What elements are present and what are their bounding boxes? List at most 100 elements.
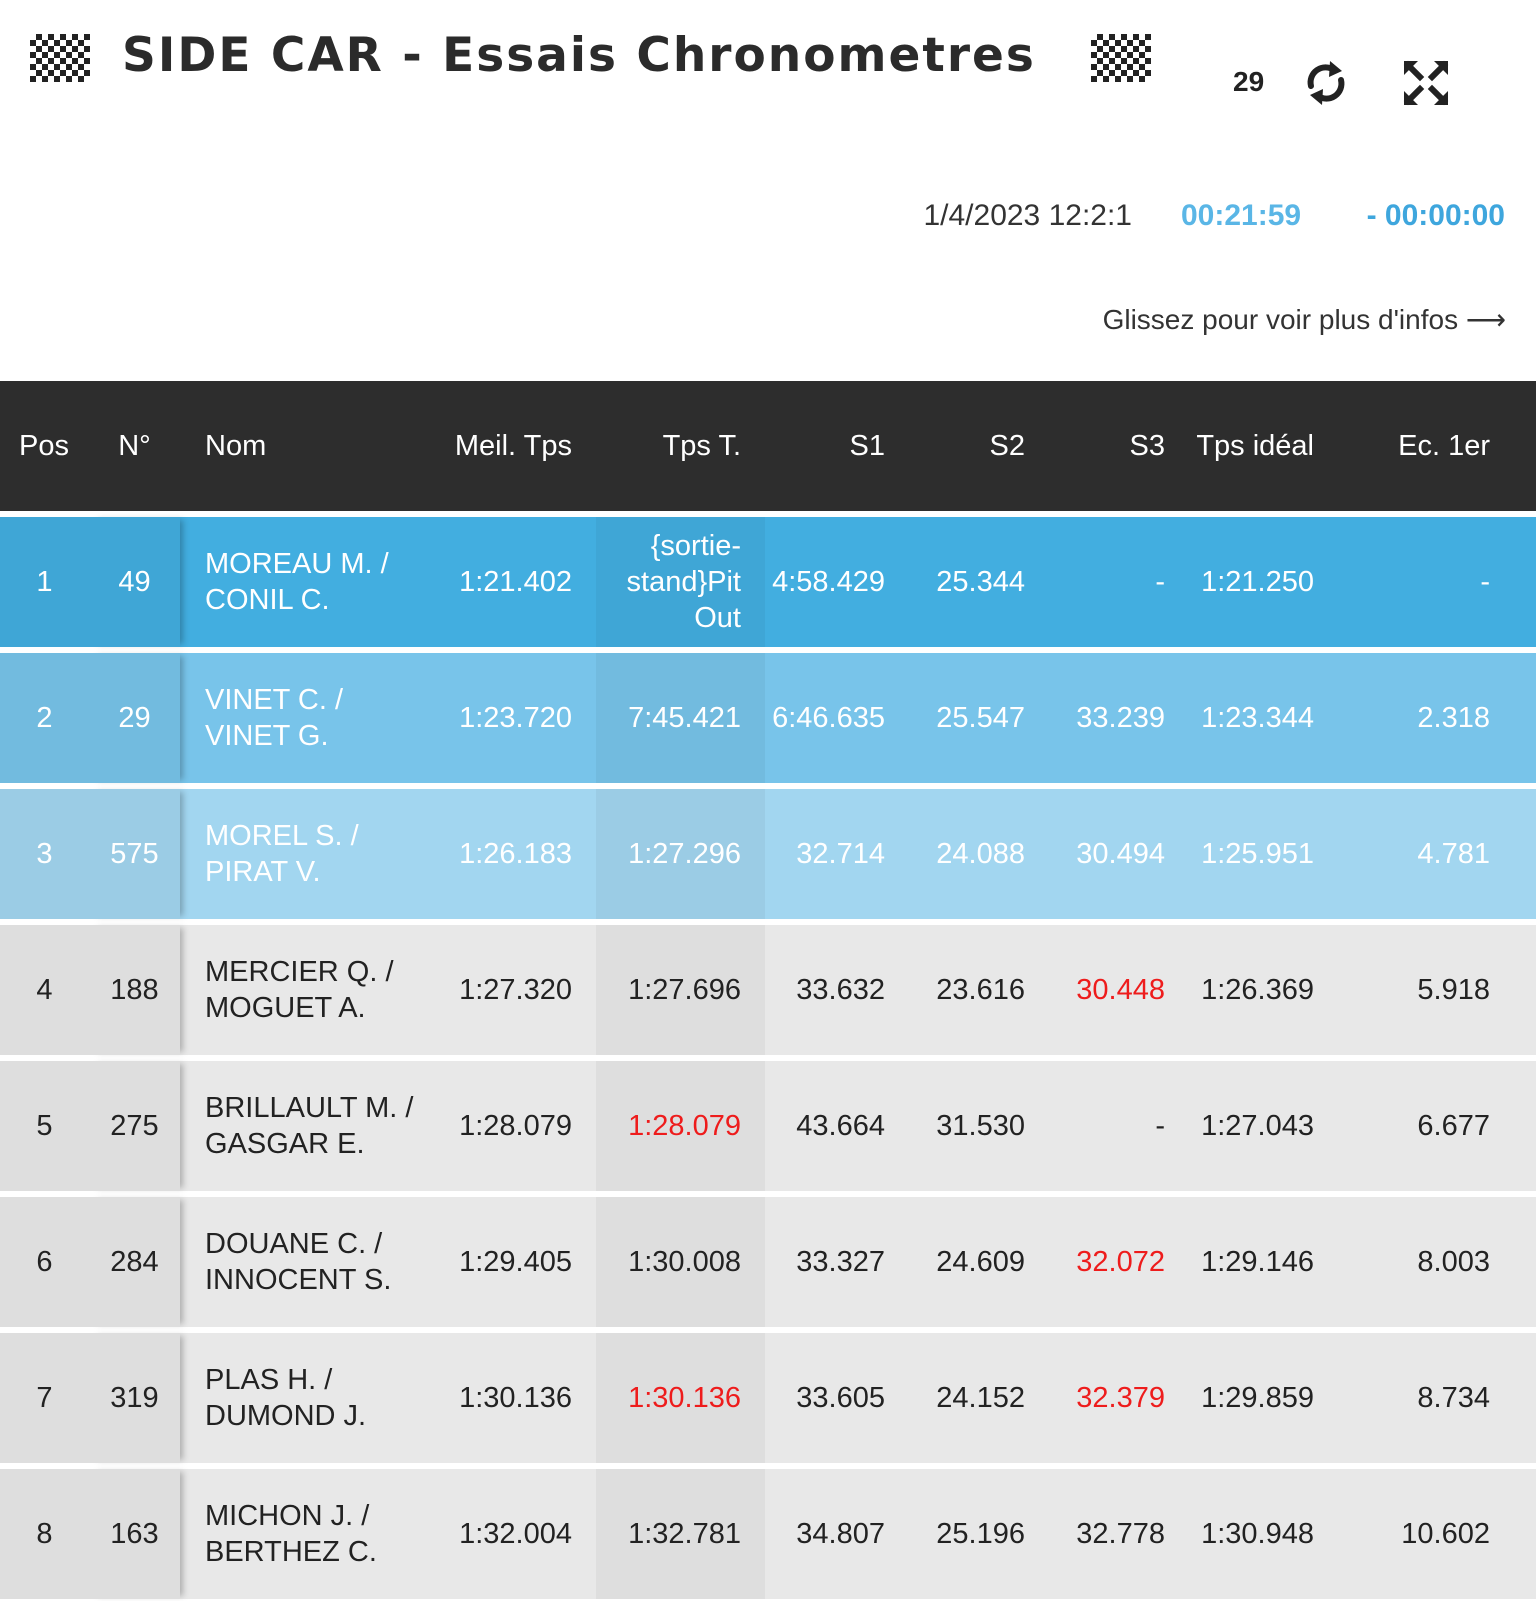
cell-tps: 1:28.079: [596, 1061, 765, 1191]
cell-s2-text: 25.344: [936, 566, 1025, 598]
cell-pos-text: 7: [36, 1382, 53, 1414]
cell-s3-text: -: [1155, 1110, 1165, 1142]
table-row[interactable]: 4 188 MERCIER Q. / MOGUET A. 1:27.320 1:27.6…: [0, 925, 1536, 1055]
cell-tps-text: 1:30.008: [628, 1246, 741, 1278]
cell-s3-text: -: [1155, 566, 1165, 598]
cell-tps: 1:27.696: [596, 925, 765, 1055]
cell-pos-text: 3: [36, 838, 53, 870]
cell-tps: 1:30.008: [596, 1197, 765, 1327]
cell-best: 1:27.320: [431, 925, 596, 1055]
table-row[interactable]: 1 49 MOREAU M. / CONIL C. 1:21.402 {sortie-s…: [0, 517, 1536, 647]
cell-best-text: 1:26.183: [459, 838, 572, 870]
cell-pos-text: 1: [36, 566, 53, 598]
table-row[interactable]: 3 575 MOREL S. / PIRAT V. 1:26.183 1:27.296 3…: [0, 789, 1536, 919]
cell-s3: 32.379: [1045, 1333, 1185, 1463]
cell-pos-text: 8: [36, 1518, 53, 1550]
cell-s1: 33.605: [765, 1333, 905, 1463]
cell-pos-text: 4: [36, 974, 53, 1006]
cell-s3: 33.239: [1045, 653, 1185, 783]
cell-s1: 43.664: [765, 1061, 905, 1191]
cell-ideal: 1:25.951: [1185, 789, 1350, 919]
cell-best-text: 1:29.405: [459, 1246, 572, 1278]
cell-num-text: 284: [110, 1246, 159, 1278]
table-header: Pos N° Nom Meil. Tps Tps T. S1 S2 S3 Tps…: [0, 381, 1536, 511]
cell-s2-text: 25.196: [936, 1518, 1025, 1550]
cell-gap: 4.781: [1350, 789, 1536, 919]
cell-nom-text: DOUANE C. / INNOCENT S.: [205, 1228, 392, 1296]
cell-num-text: 29: [118, 702, 151, 734]
cell-num: 575: [89, 789, 180, 919]
table-row[interactable]: 7 319 PLAS H. / DUMOND J. 1:30.136 1:30.136 3…: [0, 1333, 1536, 1463]
cell-ideal: 1:29.146: [1185, 1197, 1350, 1327]
cell-best: 1:32.004: [431, 1469, 596, 1599]
cell-gap-text: 2.318: [1417, 702, 1490, 734]
cell-nom-text: BRILLAULT M. / GASGAR E.: [205, 1092, 414, 1160]
cell-best-text: 1:28.079: [459, 1110, 572, 1142]
cell-tps-text: {sortie-stand}Pit Out: [626, 530, 741, 634]
cell-gap: 10.602: [1350, 1469, 1536, 1599]
table-row[interactable]: 6 284 DOUANE C. / INNOCENT S. 1:29.405 1:30.…: [0, 1197, 1536, 1327]
cell-nom-text: PLAS H. / DUMOND J.: [205, 1364, 367, 1432]
cell-s1: 33.632: [765, 925, 905, 1055]
cell-s1-text: 4:58.429: [772, 566, 885, 598]
cell-gap-text: 8.734: [1417, 1382, 1490, 1414]
cell-gap: 2.318: [1350, 653, 1536, 783]
cell-best: 1:23.720: [431, 653, 596, 783]
cell-s2-text: 25.547: [936, 702, 1025, 734]
cell-gap-text: 6.677: [1417, 1110, 1490, 1142]
cell-nom: MERCIER Q. / MOGUET A.: [180, 925, 431, 1055]
cell-tps: 1:30.136: [596, 1333, 765, 1463]
cell-s2: 25.344: [905, 517, 1045, 647]
col-header-tps: Tps T.: [662, 430, 741, 462]
col-header-s3: S3: [1129, 430, 1165, 462]
cell-nom: PLAS H. / DUMOND J.: [180, 1333, 431, 1463]
refresh-icon: [1307, 61, 1345, 105]
table-row[interactable]: 5 275 BRILLAULT M. / GASGAR E. 1:28.079 1:28…: [0, 1061, 1536, 1191]
cell-ideal-text: 1:29.859: [1201, 1382, 1314, 1414]
col-header-ideal: Tps idéal: [1196, 430, 1314, 462]
cell-num-text: 49: [118, 566, 151, 598]
elapsed-time: 00:21:59: [1181, 199, 1302, 232]
cell-s1-text: 43.664: [796, 1110, 885, 1142]
col-header-s2: S2: [989, 430, 1025, 462]
cell-best: 1:29.405: [431, 1197, 596, 1327]
cell-nom: BRILLAULT M. / GASGAR E.: [180, 1061, 431, 1191]
fullscreen-button[interactable]: [1401, 58, 1451, 108]
refresh-button[interactable]: [1301, 58, 1351, 108]
remaining-time: - 00:00:00: [1366, 199, 1505, 232]
cell-best: 1:30.136: [431, 1333, 596, 1463]
cell-s1-text: 33.632: [796, 974, 885, 1006]
cell-best-text: 1:23.720: [459, 702, 572, 734]
col-header-gap: Ec. 1er: [1398, 430, 1490, 462]
cell-nom-text: MOREAU M. / CONIL C.: [205, 548, 389, 616]
cell-s3-text: 33.239: [1076, 702, 1165, 734]
cell-nom-text: MOREL S. / PIRAT V.: [205, 820, 359, 888]
cell-gap-text: -: [1480, 566, 1490, 598]
results-table: Pos N° Nom Meil. Tps Tps T. S1 S2 S3 Tps…: [0, 381, 1536, 1599]
cell-num: 163: [89, 1469, 180, 1599]
expand-icon: [1403, 60, 1449, 106]
cell-nom: MOREAU M. / CONIL C.: [180, 517, 431, 647]
cell-tps-text: 1:30.136: [628, 1382, 741, 1414]
cell-gap-text: 5.918: [1417, 974, 1490, 1006]
table-row[interactable]: 2 29 VINET C. / VINET G. 1:23.720 7:45.421 6:…: [0, 653, 1536, 783]
cell-tps: 1:32.781: [596, 1469, 765, 1599]
cell-s2: 25.196: [905, 1469, 1045, 1599]
checkered-flag-icon: [1091, 34, 1151, 82]
cell-s3-text: 30.494: [1076, 838, 1165, 870]
table-row[interactable]: 8 163 MICHON J. / BERTHEZ C. 1:32.004 1:32.7…: [0, 1469, 1536, 1599]
cell-ideal: 1:29.859: [1185, 1333, 1350, 1463]
cell-s2: 25.547: [905, 653, 1045, 783]
cell-pos: 1: [0, 517, 89, 647]
cell-tps: 7:45.421: [596, 653, 765, 783]
cell-best-text: 1:30.136: [459, 1382, 572, 1414]
cell-pos: 7: [0, 1333, 89, 1463]
cell-pos: 3: [0, 789, 89, 919]
cell-s1-text: 33.327: [796, 1246, 885, 1278]
cell-tps-text: 1:32.781: [628, 1518, 741, 1550]
cell-s1-text: 34.807: [796, 1518, 885, 1550]
cell-tps-text: 7:45.421: [628, 702, 741, 734]
page-title: SIDE CAR - Essais Chronometres: [122, 28, 1036, 83]
cell-s2-text: 23.616: [936, 974, 1025, 1006]
swipe-hint: Glissez pour voir plus d'infos ⟶: [1102, 304, 1506, 335]
